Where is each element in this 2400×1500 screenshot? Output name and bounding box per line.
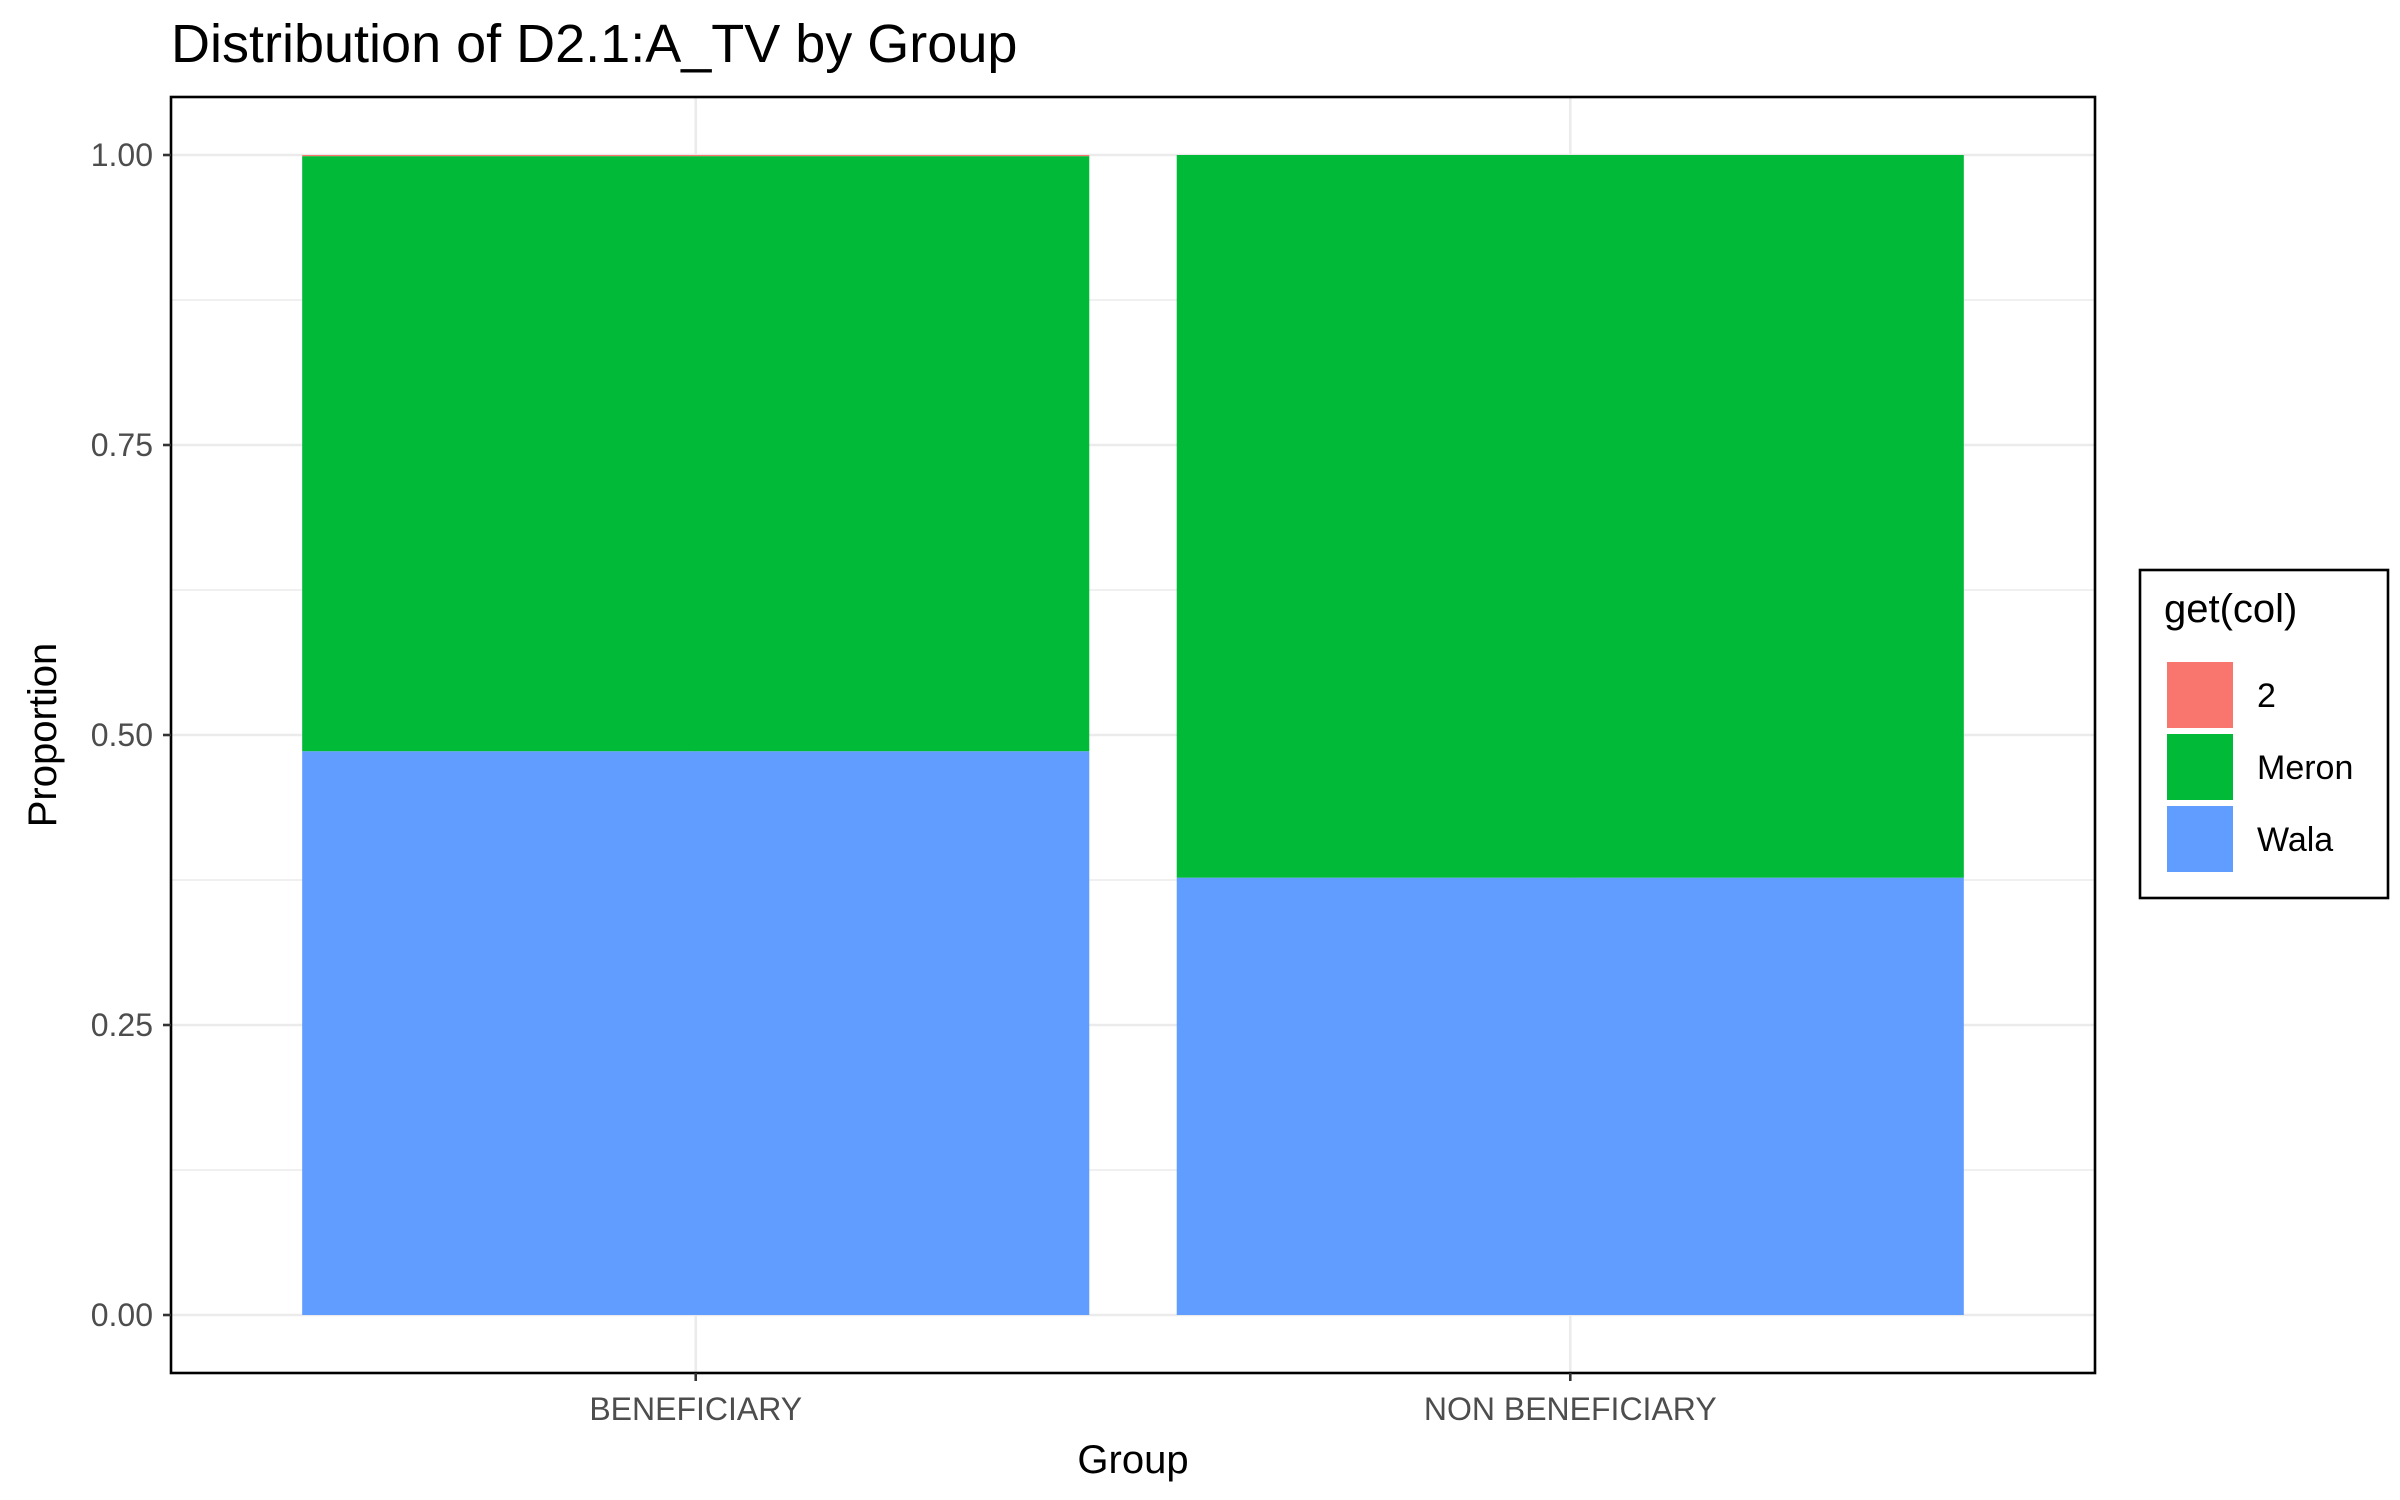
- x-axis: BENEFICIARY NON BENEFICIARY: [589, 1373, 1717, 1427]
- y-tick-label: 0.50: [91, 717, 153, 753]
- legend: get(col) 2 Meron Wala: [2138, 568, 2390, 900]
- y-tick-label: 0.25: [91, 1007, 153, 1043]
- y-tick-label: 1.00: [91, 137, 153, 173]
- legend-label: 2: [2257, 677, 2276, 715]
- y-tick-label: 0.00: [91, 1297, 153, 1333]
- legend-label: Wala: [2257, 821, 2333, 859]
- chart-title: Distribution of D2.1:A_TV by Group: [171, 14, 1017, 74]
- bar-wala: [302, 751, 1090, 1315]
- legend-key: [2167, 734, 2233, 800]
- x-tick-label: BENEFICIARY: [589, 1391, 802, 1427]
- bar-meron: [302, 156, 1090, 752]
- legend-label: Meron: [2257, 749, 2353, 787]
- y-tick-label: 0.75: [91, 427, 153, 463]
- bar-2: [302, 155, 1090, 157]
- legend-key: [2167, 806, 2233, 872]
- legend-title: get(col): [2164, 587, 2297, 631]
- x-axis-title: Group: [1077, 1438, 1188, 1482]
- legend-key: [2167, 662, 2233, 728]
- bar-meron: [1176, 155, 1964, 878]
- y-axis-title: Proportion: [21, 643, 65, 828]
- y-axis: 0.00 0.25 0.50 0.75 1.00: [91, 137, 171, 1333]
- bars: [302, 155, 1964, 1315]
- x-tick-label: NON BENEFICIARY: [1424, 1391, 1717, 1427]
- bar-wala: [1176, 877, 1964, 1315]
